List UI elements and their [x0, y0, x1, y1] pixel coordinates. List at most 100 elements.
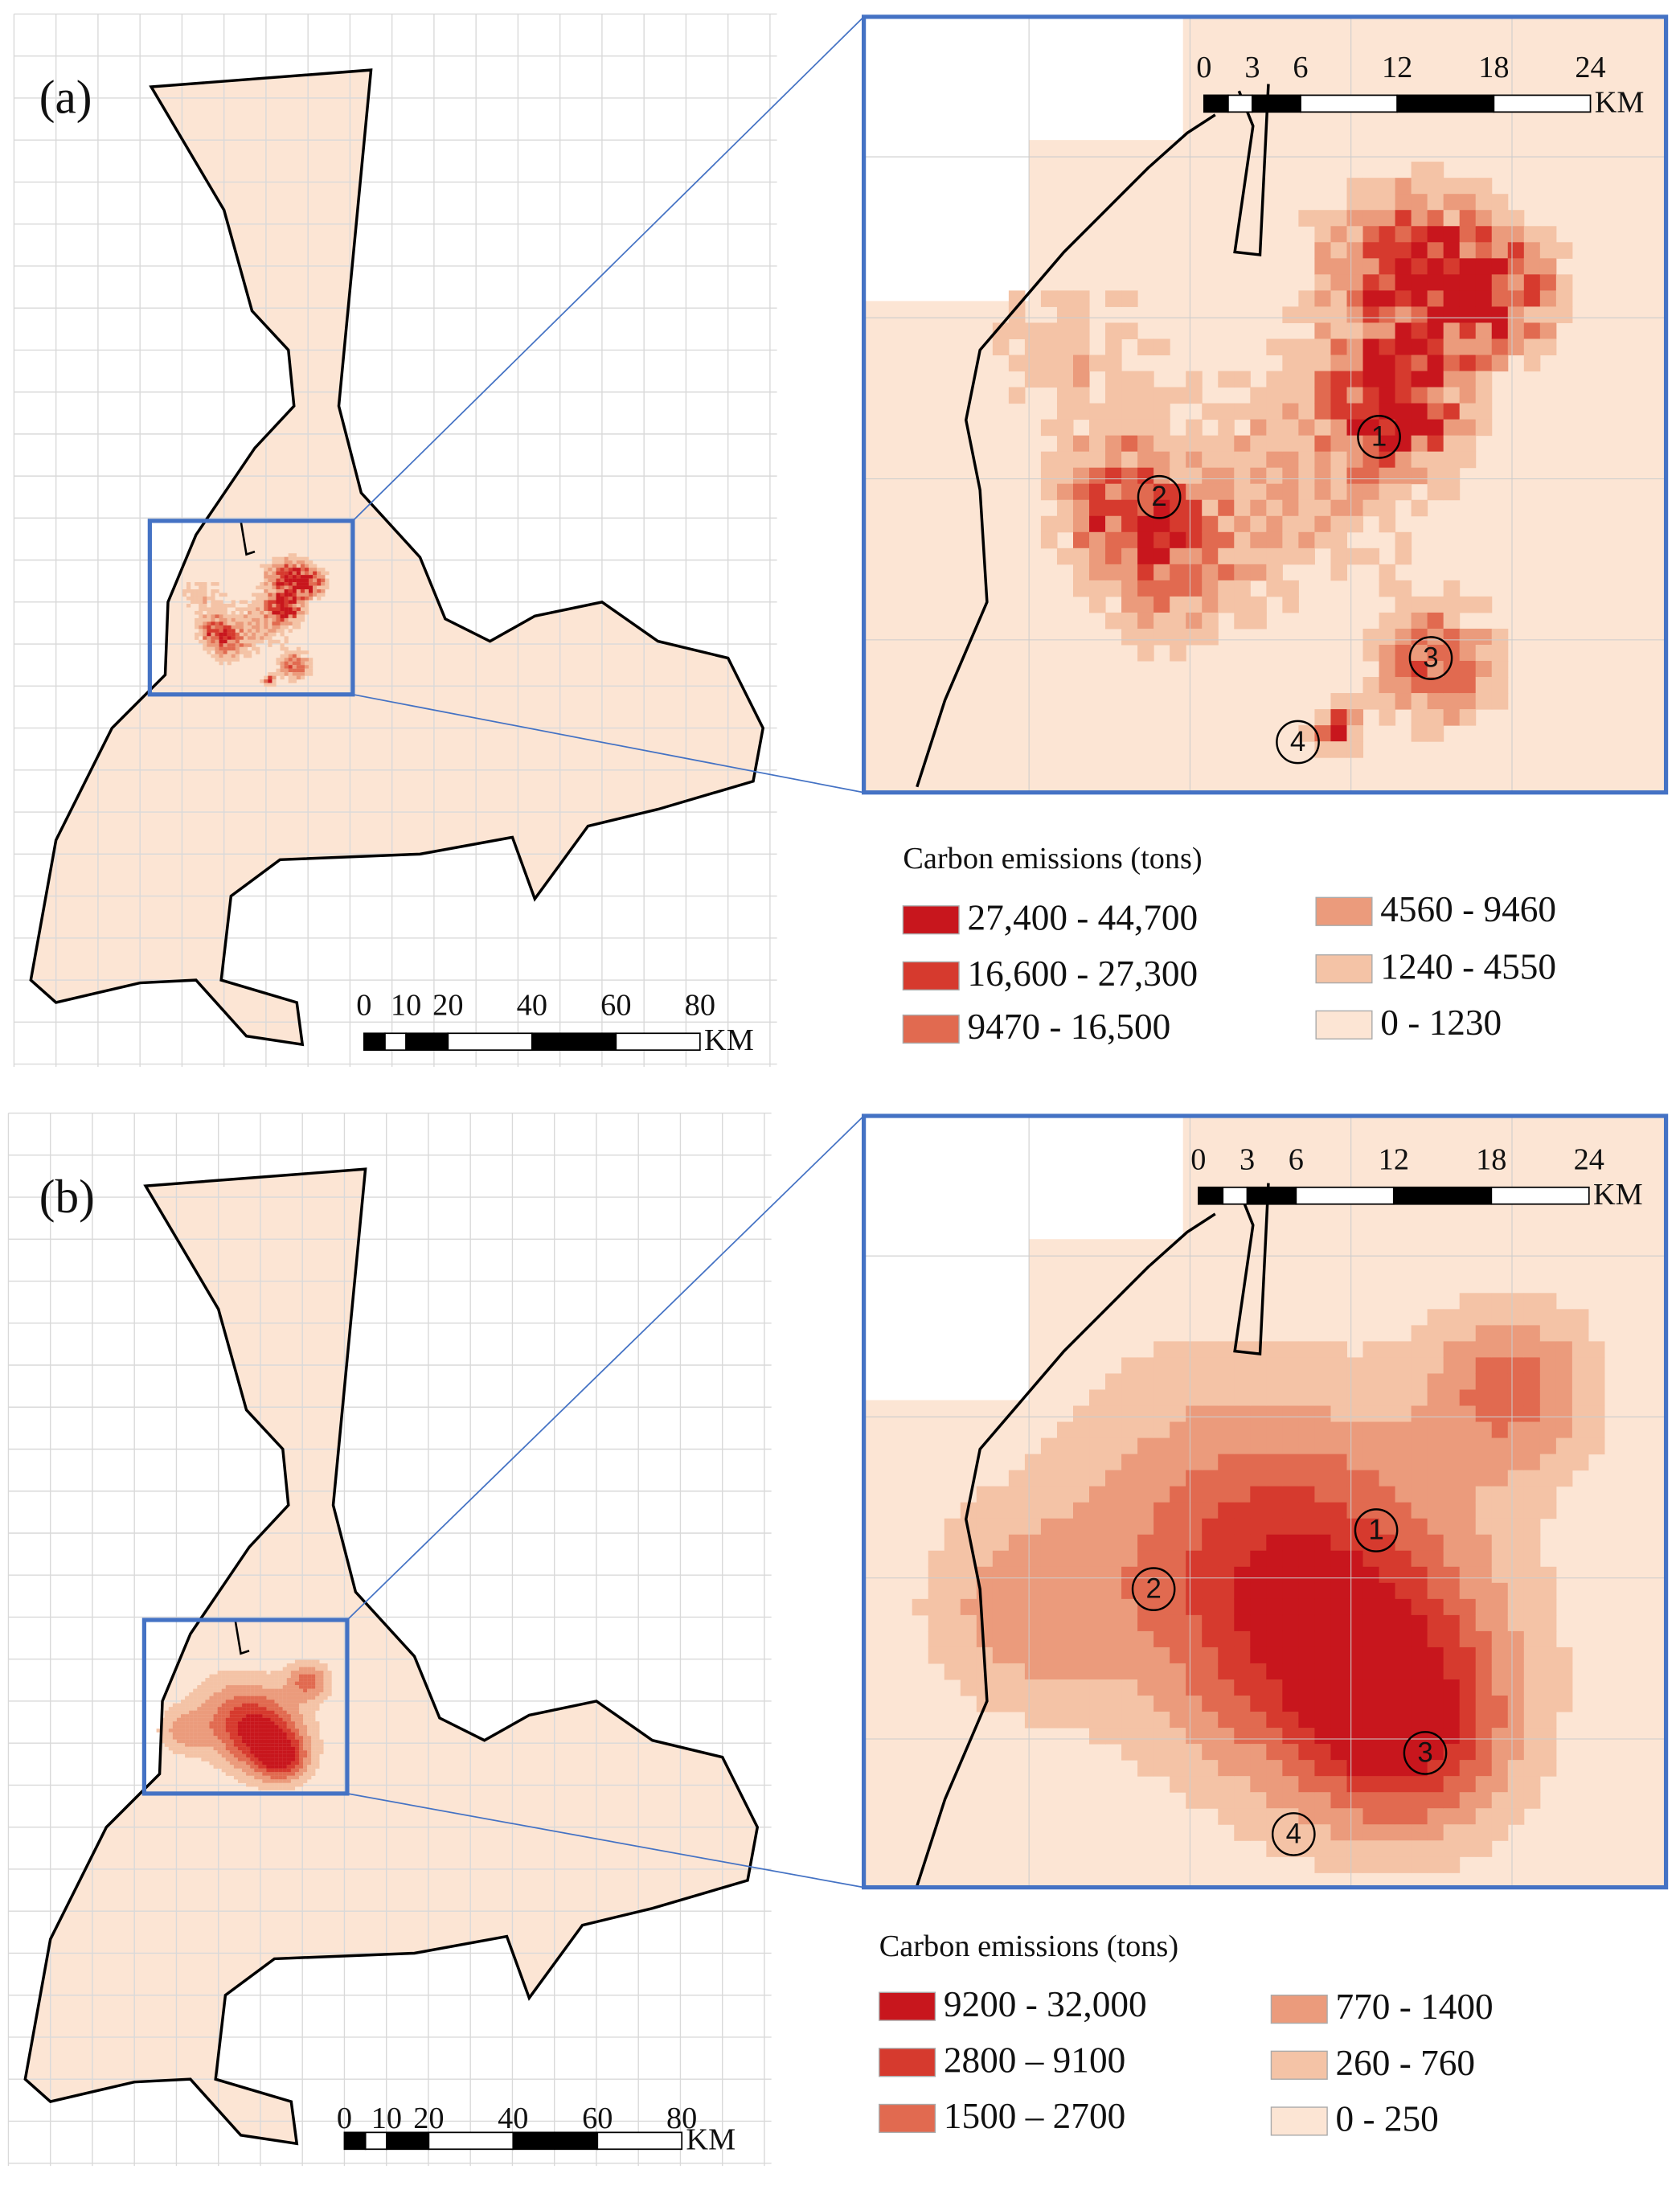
heat-cell — [1282, 1840, 1299, 1857]
heat-cell — [258, 1678, 263, 1682]
heat-cell — [1056, 419, 1074, 437]
heat-cell — [221, 1671, 226, 1675]
heat-cell — [298, 1753, 304, 1758]
heat-cell — [1539, 1679, 1557, 1696]
heat-cell — [1379, 435, 1396, 453]
heat-cell — [1523, 290, 1541, 307]
heat-cell — [260, 585, 264, 590]
heat-cell — [1137, 596, 1154, 613]
heat-cell — [1040, 1696, 1058, 1712]
heat-cell — [1105, 387, 1122, 404]
heat-cell — [1330, 210, 1348, 227]
heat-cell — [201, 1710, 206, 1715]
heat-cell — [270, 1707, 275, 1711]
heat-cell — [1266, 1630, 1283, 1648]
heat-cell — [205, 1678, 210, 1682]
heat-cell — [274, 1739, 279, 1744]
heat-cell — [1539, 1341, 1557, 1358]
heat-cell — [1105, 1421, 1122, 1439]
heat-cell — [266, 1717, 271, 1722]
heat-cell — [1459, 1293, 1477, 1310]
heat-cell — [1362, 1582, 1380, 1600]
heat-cell — [1250, 1421, 1267, 1439]
heat-cell — [298, 1707, 304, 1711]
heat-cell — [221, 1746, 226, 1751]
heat-cell — [1121, 483, 1138, 501]
heat-cell — [221, 1739, 226, 1744]
heat-cell — [290, 1779, 296, 1783]
heat-cell — [1314, 1679, 1331, 1696]
heat-cell — [294, 1707, 300, 1711]
heat-cell — [1395, 338, 1412, 356]
heat-cell — [327, 1671, 332, 1675]
scale-segment — [1300, 94, 1399, 113]
heat-cell — [319, 1667, 324, 1671]
heat-cell — [1539, 1744, 1557, 1761]
heat-cell — [1362, 1679, 1380, 1696]
heat-cell — [321, 578, 326, 583]
heat-cell — [260, 593, 264, 597]
heat-cell — [1282, 451, 1299, 469]
heat-cell — [278, 1681, 283, 1686]
heat-cell — [992, 1550, 1010, 1568]
legend-swatch — [1315, 896, 1373, 926]
heat-cell — [1186, 1534, 1203, 1552]
heat-cell — [211, 617, 215, 622]
heat-cell — [274, 1729, 279, 1733]
heat-cell — [1105, 1728, 1122, 1745]
heat-cell — [976, 1630, 994, 1648]
heat-cell — [1491, 1824, 1509, 1841]
heat-cell — [280, 607, 285, 612]
heat-cell — [248, 643, 252, 647]
heat-cell — [252, 614, 256, 619]
heat-cell — [1218, 515, 1235, 533]
heat-cell — [1072, 290, 1090, 307]
heat-cell — [1186, 1357, 1203, 1374]
heat-cell — [1266, 1840, 1283, 1857]
heat-cell — [1170, 1663, 1186, 1680]
heat-cell — [294, 1724, 300, 1729]
heat-cell — [207, 607, 211, 612]
heat-cell — [276, 621, 281, 625]
heat-cell — [1411, 1470, 1428, 1487]
heat-cell — [1008, 1534, 1026, 1552]
heat-cell — [1507, 1760, 1525, 1777]
heat-cell — [1491, 1647, 1509, 1664]
heat-cell — [227, 632, 232, 637]
heat-cell — [1298, 467, 1315, 485]
heat-cell — [266, 1688, 271, 1693]
heat-cell — [282, 1782, 287, 1787]
heat-cell — [1395, 1566, 1412, 1584]
heat-cell — [246, 1674, 251, 1679]
legend-swatch — [1270, 2050, 1328, 2080]
heat-cell — [1040, 1712, 1058, 1729]
heat-cell — [203, 600, 207, 605]
heat-cell — [307, 1757, 312, 1761]
heat-cell — [1459, 1760, 1477, 1777]
heat-cell — [209, 1761, 214, 1765]
heat-cell — [1266, 403, 1283, 420]
heat-cell — [1507, 1518, 1525, 1536]
heat-cell — [1282, 483, 1299, 501]
heat-cell — [298, 1757, 304, 1761]
heat-cell — [235, 643, 240, 647]
heat-cell — [276, 639, 281, 644]
heat-cell — [215, 650, 219, 654]
heat-cell — [1282, 1357, 1299, 1374]
heat-cell — [237, 1750, 243, 1754]
heat-cell — [270, 1732, 275, 1737]
heat-cell — [1298, 1728, 1315, 1745]
heat-cell — [1282, 1598, 1299, 1616]
heat-cell — [1523, 1325, 1541, 1342]
heat-cell — [1250, 1663, 1267, 1680]
heat-cell — [284, 596, 289, 601]
heat-cell — [1411, 1840, 1428, 1857]
heat-cell — [207, 610, 211, 615]
heat-cell — [1298, 1470, 1315, 1487]
heat-cell — [193, 1717, 198, 1722]
heat-cell — [960, 1598, 977, 1616]
heat-cell — [323, 1696, 328, 1700]
heat-cell — [1072, 322, 1090, 339]
heat-cell — [278, 1753, 283, 1758]
heat-cell — [288, 650, 293, 654]
